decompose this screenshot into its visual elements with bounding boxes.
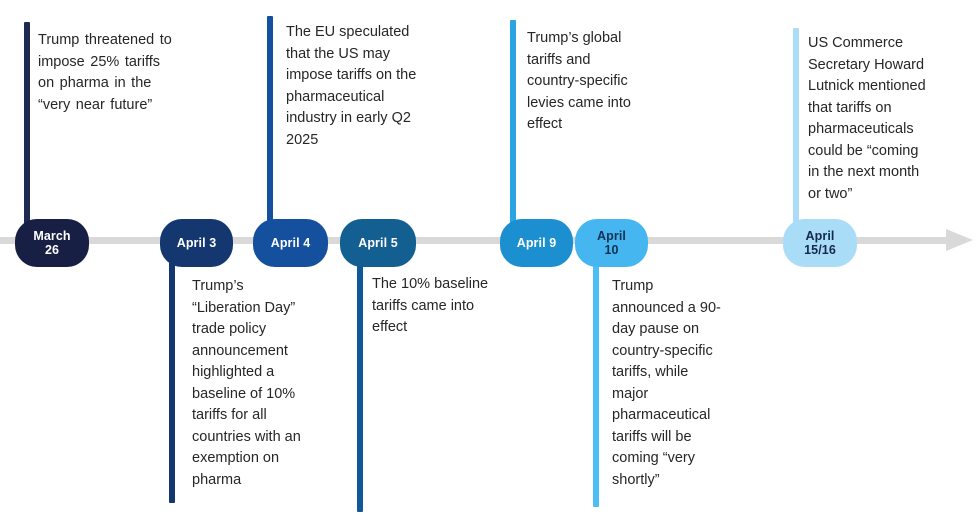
event-note-april-3: Trump’s “Liberation Day” trade policy an… [192,278,301,488]
event-date-april-4: April 4 [270,235,311,250]
event-marker-april-5: April 5 [340,219,416,267]
event-connector-april-10 [593,243,599,507]
event-connector-april-9 [510,20,516,243]
event-date-march-26: March 26 [33,228,71,258]
event-marker-april-4: April 4 [253,219,328,267]
event-marker-april-10: April 10 [575,219,648,267]
event-connector-april-15-16 [793,28,799,243]
event-connector-march-26 [24,22,30,243]
event-note-april-10: Trump announced a 90- day pause on count… [612,278,721,488]
timeline-axis [0,237,948,244]
event-note-march-26: Trump threatened to impose 25% tariffs o… [38,32,172,113]
event-connector-april-4 [267,16,273,243]
event-marker-april-15-16: April 15/16 [783,219,857,267]
timeline-arrow-icon [946,229,973,251]
event-date-april-15-16: April 15/16 [804,228,836,258]
event-connector-april-3 [169,243,175,503]
event-marker-april-3: April 3 [160,219,233,267]
event-note-april-5: The 10% baseline tariffs came into effec… [372,276,489,335]
event-date-april-3: April 3 [176,235,217,250]
event-date-april-10: April 10 [597,228,626,258]
event-date-april-9: April 9 [516,235,557,250]
event-note-april-9: Trump’s global tariffs and country-speci… [527,30,631,132]
event-note-april-4: The EU speculated that the US may impose… [286,24,417,148]
event-date-april-5: April 5 [358,235,398,250]
event-connector-april-5 [357,243,363,512]
event-marker-april-9: April 9 [500,219,573,267]
event-note-april-15-16: US Commerce Secretary Howard Lutnick men… [808,35,926,202]
event-marker-march-26: March 26 [15,219,89,267]
